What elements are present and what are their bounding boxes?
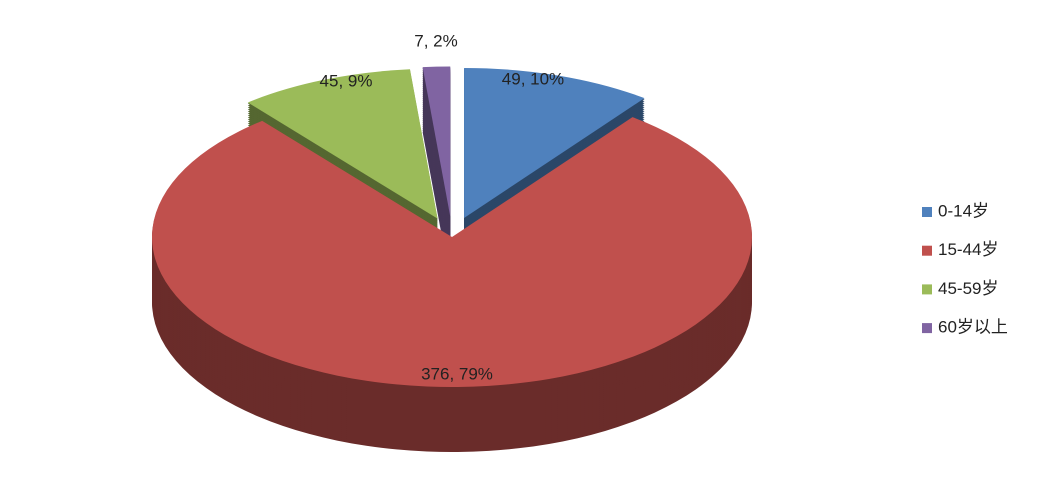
legend-label: 45-59岁 bbox=[938, 279, 998, 298]
legend-swatch bbox=[922, 323, 932, 334]
slice bbox=[422, 66, 451, 217]
slice bbox=[247, 69, 438, 219]
legend-swatch bbox=[922, 284, 932, 295]
data-label: 376, 79% bbox=[421, 364, 493, 383]
legend-label: 0-14岁 bbox=[938, 201, 989, 220]
data-label: 49, 10% bbox=[502, 69, 564, 88]
slice bbox=[464, 67, 645, 218]
legend-label: 15-44岁 bbox=[938, 240, 998, 259]
slice bbox=[151, 117, 752, 387]
legend-swatch bbox=[922, 207, 932, 217]
legend-label: 60岁以上 bbox=[938, 318, 1008, 337]
legend-swatch bbox=[922, 245, 932, 256]
data-label: 45, 9% bbox=[320, 71, 373, 90]
data-label: 7, 2% bbox=[414, 31, 457, 50]
